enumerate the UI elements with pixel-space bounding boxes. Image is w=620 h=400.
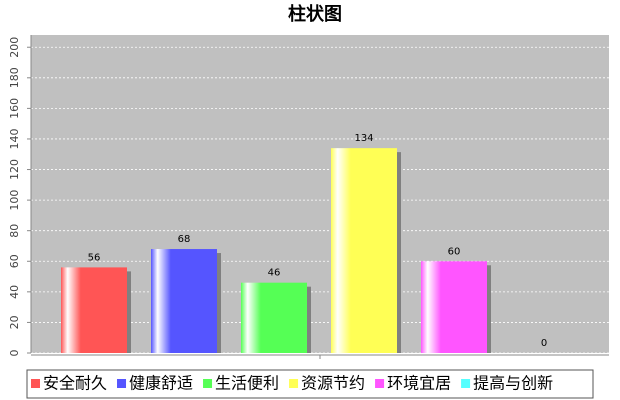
bar: [151, 249, 217, 353]
legend-swatch: [289, 379, 299, 388]
value-label: 60: [448, 246, 461, 257]
legend-swatch: [31, 379, 40, 388]
y-tick-label: 180: [8, 67, 21, 88]
bar: [421, 261, 487, 353]
y-tick-label: 120: [8, 159, 21, 180]
y-tick-label: 100: [8, 190, 21, 211]
legend-label: 环境宜居: [387, 374, 451, 393]
legend-label: 生活便利: [215, 374, 279, 393]
legend-swatch: [461, 379, 471, 388]
legend-label: 安全耐久: [43, 374, 107, 393]
y-tick-label: 200: [8, 37, 21, 58]
value-label: 46: [268, 268, 281, 279]
bar: [241, 282, 307, 353]
legend-swatch: [375, 379, 385, 388]
value-label: 68: [178, 234, 191, 245]
legend-swatch: [203, 379, 213, 388]
value-label: 0: [541, 338, 547, 349]
y-tick-label: 60: [8, 254, 21, 268]
chart-title: 柱状图: [288, 3, 342, 25]
y-tick-label: 160: [8, 98, 21, 119]
legend-label: 资源节约: [301, 374, 365, 393]
legend-label: 健康舒适: [129, 374, 193, 393]
y-tick-label: 140: [8, 128, 21, 149]
value-label: 56: [88, 252, 101, 263]
value-label: 134: [354, 133, 373, 144]
legend-swatch: [117, 379, 127, 388]
y-tick-label: 0: [8, 350, 21, 357]
y-tick-label: 40: [8, 285, 21, 299]
legend-label: 提高与创新: [473, 374, 553, 393]
bar: [61, 267, 127, 353]
y-tick-label: 20: [8, 315, 21, 329]
bar: [331, 148, 397, 353]
y-tick-label: 80: [8, 224, 21, 238]
